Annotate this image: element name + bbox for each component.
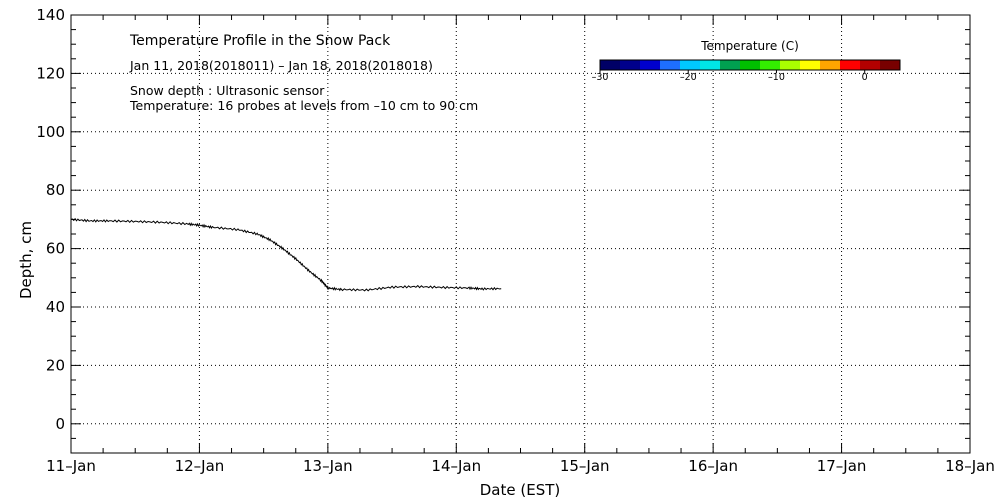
x-axis-label: Date (EST) xyxy=(480,481,561,499)
snow-depth-line xyxy=(70,217,502,292)
colorbar-swatch xyxy=(740,60,761,70)
colorbar-swatch xyxy=(880,60,901,70)
y-axis-label: Depth, cm xyxy=(17,221,35,299)
colorbar-tick-label: 0 xyxy=(862,72,868,83)
y-axis: 0 20 40 60 80 100 120 140 xyxy=(36,6,970,439)
colorbar-swatch xyxy=(720,60,741,70)
colorbar-tick-label: –10 xyxy=(768,72,785,83)
colorbar-swatch xyxy=(700,60,721,70)
colorbar-swatch xyxy=(620,60,641,70)
x-tick-label: 12–Jan xyxy=(175,457,225,475)
x-tick-label: 14–Jan xyxy=(431,457,481,475)
chart-subtitle: Jan 11, 2018(2018011) – Jan 18, 2018(201… xyxy=(129,58,433,73)
note-temperature: Temperature: 16 probes at levels from –1… xyxy=(129,98,478,113)
y-tick-label: 80 xyxy=(46,181,65,199)
colorbar-tick-label: –30 xyxy=(592,72,609,83)
x-tick-label: 13–Jan xyxy=(303,457,353,475)
y-tick-label: 20 xyxy=(46,356,65,374)
y-tick-label: 40 xyxy=(46,298,65,316)
colorbar-swatch xyxy=(660,60,681,70)
x-axis: 11–Jan 12–Jan 13–Jan 14–Jan 15–Jan 16–Jan 17–J… xyxy=(46,15,995,475)
y-tick-label: 140 xyxy=(36,6,65,24)
temperature-colorbar: –30 –20 –10 0 xyxy=(592,59,901,83)
colorbar-title: Temperature (C) xyxy=(700,39,799,53)
x-tick-label: 18–Jan xyxy=(945,457,995,475)
series-layer xyxy=(70,217,502,292)
grid-lines xyxy=(71,15,970,453)
y-tick-label: 0 xyxy=(55,415,65,433)
y-tick-label: 60 xyxy=(46,240,65,258)
colorbar-swatch xyxy=(760,60,781,70)
colorbar-frame xyxy=(599,59,901,71)
x-tick-label: 17–Jan xyxy=(817,457,867,475)
y-tick-label: 100 xyxy=(36,123,65,141)
colorbar-swatch xyxy=(780,60,801,70)
colorbar-swatch xyxy=(820,60,841,70)
colorbar-tick-label: –20 xyxy=(680,72,697,83)
x-tick-label: 15–Jan xyxy=(560,457,610,475)
y-tick-label: 120 xyxy=(36,64,65,82)
x-tick-label: 11–Jan xyxy=(46,457,96,475)
chart-title: Temperature Profile in the Snow Pack xyxy=(129,33,391,49)
note-snow-depth: Snow depth : Ultrasonic sensor xyxy=(130,83,325,98)
plot-frame xyxy=(70,14,971,454)
colorbar-swatch xyxy=(640,60,661,70)
colorbar-swatch xyxy=(800,60,821,70)
colorbar-swatch xyxy=(600,60,621,70)
colorbar-swatch xyxy=(680,60,701,70)
colorbar-swatch xyxy=(860,60,881,70)
colorbar-swatch xyxy=(840,60,861,70)
x-tick-label: 16–Jan xyxy=(688,457,738,475)
